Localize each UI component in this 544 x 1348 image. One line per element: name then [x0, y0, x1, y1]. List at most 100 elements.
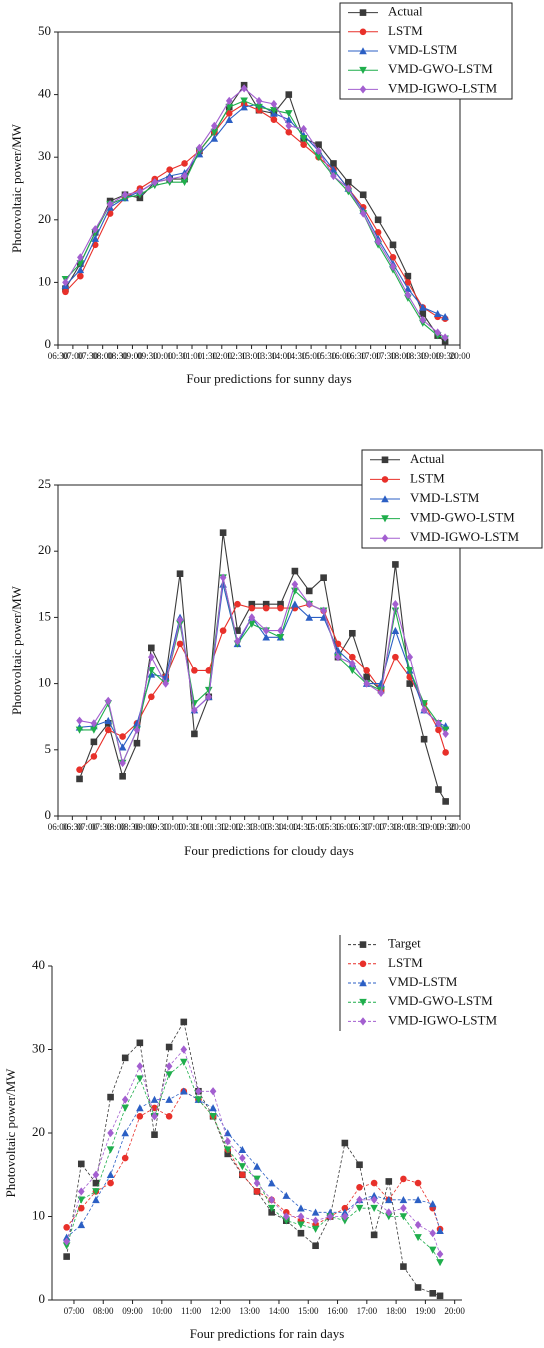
marker: [118, 743, 127, 751]
marker: [305, 613, 314, 621]
marker: [62, 288, 69, 296]
marker: [326, 1212, 334, 1221]
marker: [436, 1259, 444, 1267]
marker: [106, 1170, 115, 1179]
marker: [223, 1146, 232, 1154]
x-tick-label: 19:30: [435, 351, 456, 361]
marker: [176, 640, 184, 648]
marker: [92, 1179, 100, 1187]
marker: [76, 775, 83, 783]
marker: [329, 165, 338, 174]
marker: [151, 178, 159, 187]
marker: [255, 96, 263, 105]
marker: [414, 1284, 422, 1291]
marker: [291, 567, 299, 575]
marker: [428, 1200, 437, 1208]
marker: [320, 606, 327, 615]
marker: [384, 1196, 393, 1204]
marker: [205, 667, 213, 674]
y-tick-label: 50: [38, 23, 51, 38]
marker: [106, 200, 114, 209]
marker: [359, 191, 367, 199]
marker: [282, 1209, 290, 1216]
marker: [311, 1208, 320, 1216]
marker: [385, 1208, 393, 1217]
legend-label: VMD-IGWO-LSTM: [388, 1012, 497, 1027]
marker: [330, 160, 337, 167]
marker: [314, 153, 323, 161]
marker: [238, 1145, 247, 1153]
legend-label: VMD-GWO-LSTM: [388, 993, 493, 1008]
y-axis-label: Photovoltaic power/MW: [9, 123, 24, 253]
marker: [176, 620, 184, 628]
marker: [341, 1139, 349, 1147]
marker: [381, 476, 389, 483]
marker: [291, 600, 299, 608]
x-tick-label: 06:00: [48, 822, 69, 832]
legend-label: LSTM: [410, 470, 445, 485]
marker: [165, 1095, 173, 1103]
marker: [270, 99, 278, 109]
marker: [239, 1153, 246, 1163]
marker: [91, 234, 100, 242]
marker: [420, 735, 428, 743]
marker: [75, 726, 84, 734]
marker: [238, 1163, 247, 1171]
marker: [248, 613, 256, 622]
x-tick-label: 16:00: [331, 351, 352, 361]
marker: [161, 673, 170, 681]
marker: [62, 278, 69, 287]
series-line: [66, 1090, 441, 1230]
x-tick-label: 08:00: [105, 822, 126, 832]
marker: [90, 726, 98, 734]
marker: [359, 66, 367, 74]
marker: [277, 626, 284, 635]
marker: [234, 600, 241, 608]
legend-label: VMD-LSTM: [410, 490, 480, 505]
y-tick-label: 10: [32, 1207, 45, 1222]
marker: [345, 178, 352, 186]
marker: [435, 726, 442, 734]
marker: [107, 1093, 114, 1101]
marker: [277, 600, 284, 608]
marker: [392, 561, 399, 568]
marker: [312, 1242, 319, 1250]
legend-label: Actual: [388, 4, 423, 19]
marker: [90, 719, 98, 728]
marker: [121, 1104, 130, 1112]
marker: [121, 1129, 130, 1137]
marker: [285, 128, 293, 136]
marker: [77, 1196, 86, 1204]
marker: [359, 960, 367, 968]
marker: [349, 653, 356, 661]
x-tick-label: 13:00: [249, 822, 270, 832]
marker: [349, 629, 356, 637]
marker: [374, 237, 382, 246]
marker: [363, 673, 370, 681]
marker: [136, 187, 144, 196]
x-tick-label: 15:30: [321, 822, 342, 832]
x-tick-label: 14:30: [292, 822, 313, 832]
marker: [400, 1204, 407, 1213]
marker: [284, 110, 293, 118]
marker: [270, 106, 278, 115]
marker: [267, 1179, 276, 1187]
marker: [136, 1039, 144, 1047]
marker: [240, 84, 248, 93]
marker: [210, 128, 219, 136]
marker: [262, 633, 270, 641]
x-tick-label: 13:30: [256, 351, 277, 361]
marker: [359, 85, 367, 94]
y-tick-label: 20: [38, 542, 51, 557]
marker: [400, 1175, 407, 1183]
marker: [404, 272, 412, 280]
x-tick-label: 07:30: [78, 351, 99, 361]
x-tick-label: 12:00: [220, 822, 241, 832]
marker: [285, 121, 293, 130]
x-tick-label: 20:00: [450, 822, 471, 832]
marker: [190, 700, 199, 708]
marker: [63, 1237, 70, 1246]
marker: [76, 260, 85, 268]
marker: [262, 626, 270, 635]
marker: [300, 124, 307, 134]
